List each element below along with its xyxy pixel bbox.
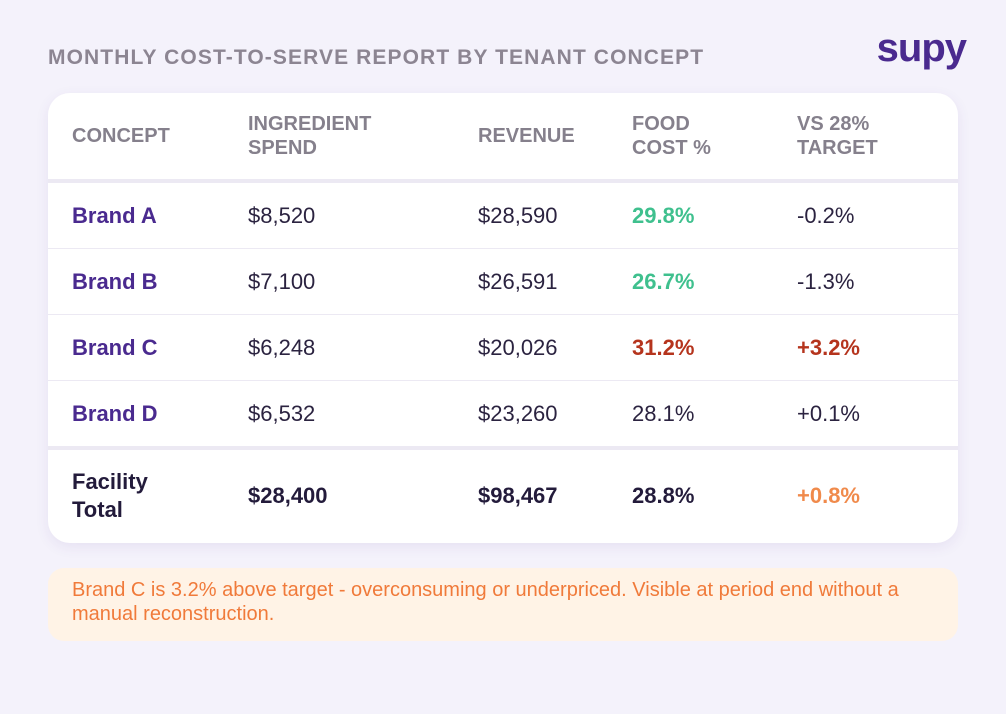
- table-row: Brand A $8,520 $28,590 29.8% -0.2%: [48, 183, 958, 248]
- table-row: Brand D $6,532 $23,260 28.1% +0.1%: [48, 381, 958, 446]
- total-label: Facility Total: [72, 469, 148, 522]
- ingredient-spend: $6,248: [248, 334, 316, 360]
- total-row: Facility Total $28,400 $98,467 28.8% +0.…: [48, 450, 958, 542]
- revenue: $26,591: [478, 268, 558, 294]
- ingredient-spend: $7,100: [248, 268, 316, 294]
- header-ingredient-spend: INGREDIENT SPEND: [248, 113, 372, 159]
- table-row: Brand B $7,100 $26,591 26.7% -1.3%: [48, 249, 958, 314]
- total-ingredient-spend: $28,400: [248, 483, 328, 508]
- table-header-row: CONCEPT INGREDIENT SPEND REVENUE FOOD CO…: [48, 93, 958, 179]
- table-row: Brand C $6,248 $20,026 31.2% +3.2%: [48, 315, 958, 380]
- header-vs-target: VS 28% TARGET: [797, 113, 878, 159]
- revenue: $23,260: [478, 400, 558, 426]
- insight-note: Brand C is 3.2% above target - overconsu…: [48, 568, 958, 641]
- header-food-cost: FOOD COST %: [632, 113, 711, 159]
- revenue: $20,026: [478, 334, 558, 360]
- total-divider: [48, 446, 958, 450]
- row-divider: [48, 248, 958, 249]
- vs-target: +0.1%: [797, 400, 860, 426]
- concept-name: Brand D: [72, 400, 158, 426]
- vs-target: -1.3%: [797, 268, 855, 294]
- header-concept: CONCEPT: [72, 125, 170, 147]
- total-food-cost-percent: 28.8%: [632, 483, 695, 508]
- food-cost-percent: 28.1%: [632, 400, 695, 426]
- vs-target: +3.2%: [797, 334, 860, 360]
- concept-name: Brand C: [72, 334, 158, 360]
- food-cost-percent: 26.7%: [632, 268, 695, 294]
- ingredient-spend: $8,520: [248, 202, 316, 228]
- report-title: MONTHLY COST-TO-SERVE REPORT BY TENANT C…: [48, 46, 705, 69]
- report-table: CONCEPT INGREDIENT SPEND REVENUE FOOD CO…: [48, 93, 958, 543]
- total-revenue: $98,467: [478, 483, 558, 508]
- food-cost-percent: 29.8%: [632, 202, 695, 228]
- row-divider: [48, 314, 958, 315]
- row-divider: [48, 380, 958, 381]
- revenue: $28,590: [478, 202, 558, 228]
- vs-target: -0.2%: [797, 202, 855, 228]
- supy-logo: supy: [876, 26, 967, 70]
- ingredient-spend: $6,532: [248, 400, 316, 426]
- header-revenue: REVENUE: [478, 125, 575, 147]
- header-divider: [48, 179, 958, 183]
- total-vs-target: +0.8%: [797, 483, 860, 508]
- concept-name: Brand B: [72, 268, 158, 294]
- concept-name: Brand A: [72, 202, 157, 228]
- food-cost-percent: 31.2%: [632, 334, 695, 360]
